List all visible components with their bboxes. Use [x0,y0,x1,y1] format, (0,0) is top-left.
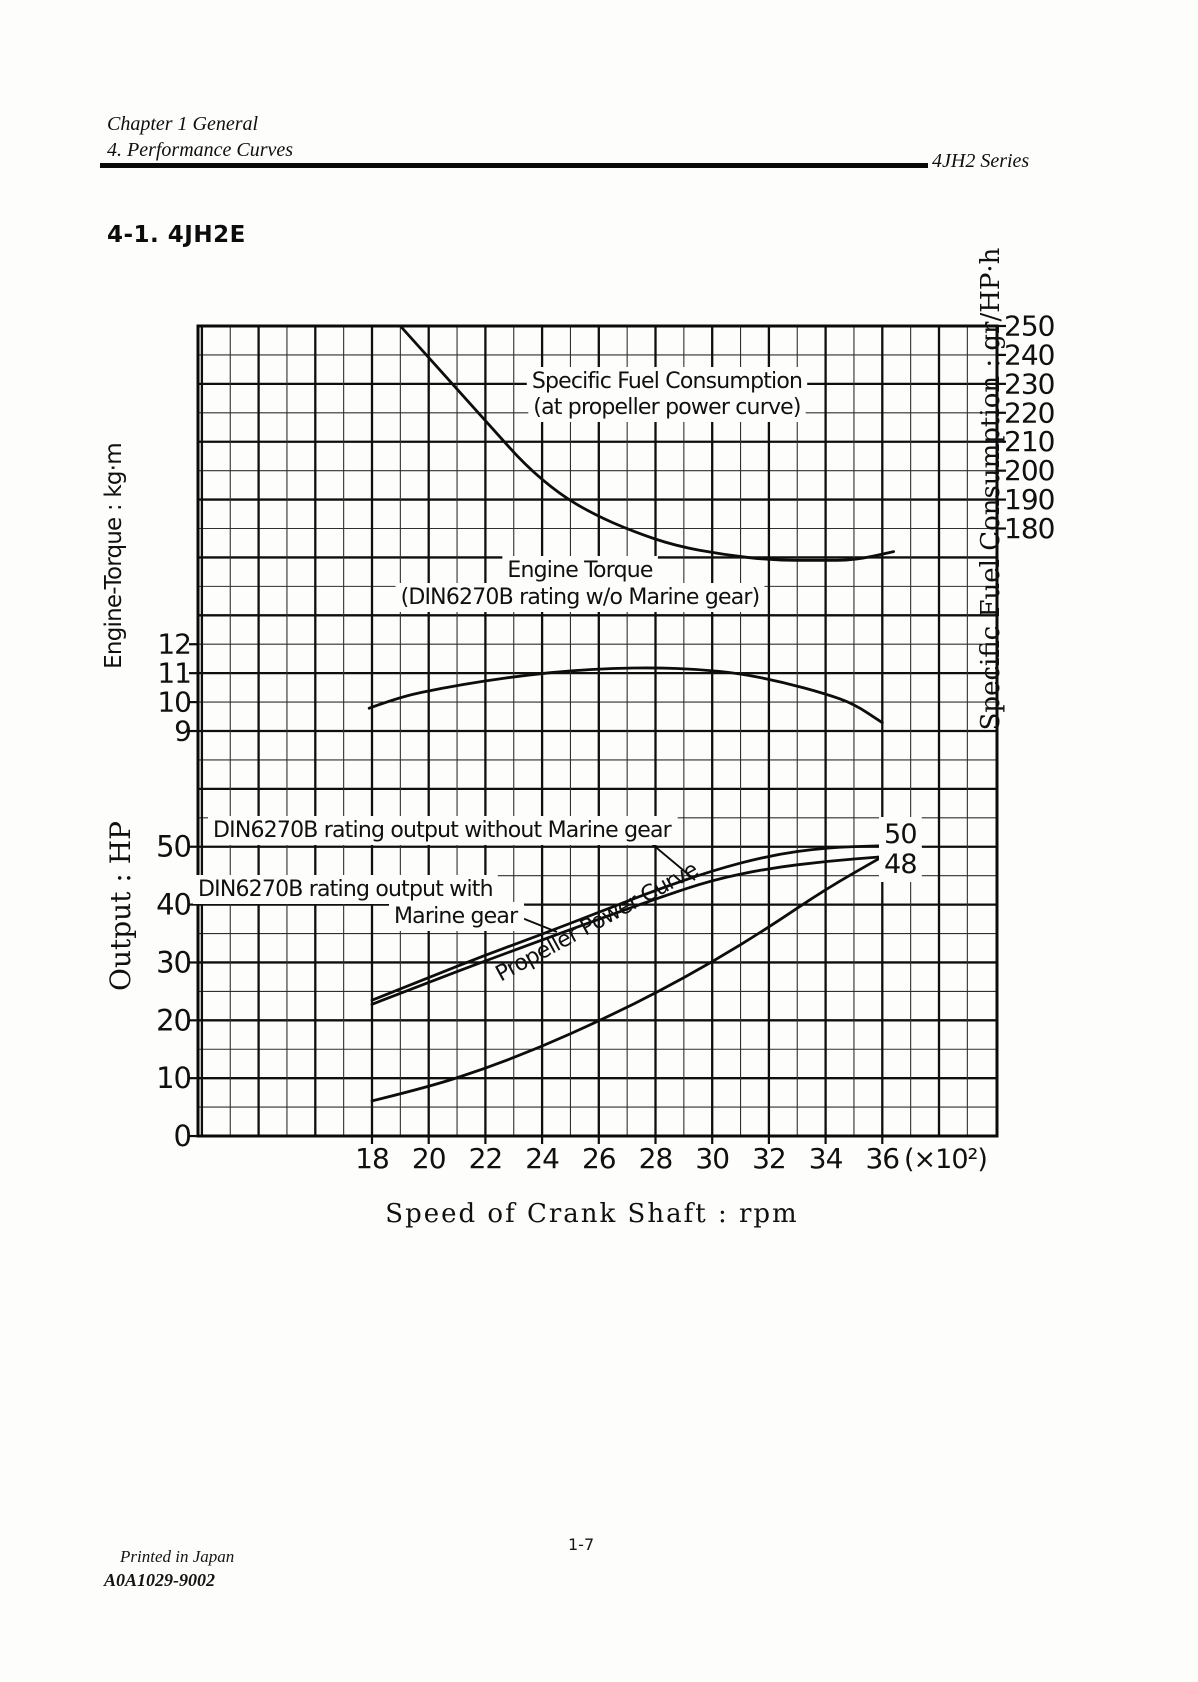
label-torque-line1: Engine Torque [507,558,653,583]
x-tick-label: 28 [639,1142,673,1175]
x-tick-label: 24 [525,1142,559,1175]
label-output-with-line2: Marine gear [394,904,519,929]
curve-propeller-power [370,855,884,1103]
label-output-with-line1: DIN6270B rating output with [198,877,493,902]
fuel-tick-label: 250 [1004,310,1054,343]
header-section-line: 4. Performance Curves [107,139,294,161]
label-background [395,583,765,612]
value-50hp: 50 [884,819,917,850]
fuel-axis-title: Specific Fuel Consumption : gr/HP·h [976,247,1006,730]
output-tick-label: 10 [156,1061,191,1095]
fuel-tick-label: 240 [1004,338,1054,371]
torque-tick-label: 10 [157,686,191,719]
label-sfc-line1: Specific Fuel Consumption [532,369,802,394]
label-background [502,556,658,585]
label-background [528,393,806,422]
x-tick-label: 32 [752,1142,786,1175]
label-sfc-line2: (at propeller power curve) [533,395,800,420]
torque-axis-title: Engine-Torque : kg·m [101,443,127,669]
label-background [193,875,498,904]
output-tick-label: 40 [156,888,191,922]
curve-output-with-gear [370,855,884,1006]
label-background [879,847,922,882]
x-tick-label: 36 [865,1142,899,1175]
torque-tick-label: 12 [157,628,191,661]
value-48hp: 48 [884,849,917,880]
fuel-tick-label: 210 [1004,425,1054,458]
output-tick-label: 20 [156,1003,191,1037]
label-background [526,367,808,396]
curve-specific-fuel-consumption [398,324,896,562]
curve-engine-torque [367,666,884,725]
fuel-tick-label: 200 [1004,454,1054,487]
label-output-without: DIN6270B rating output without Marine ge… [213,818,673,843]
x-tick-label: 18 [355,1142,389,1175]
x-tick-label: 30 [695,1142,729,1175]
output-tick-label: 0 [174,1119,191,1153]
header-chapter-line: Chapter 1 General [107,113,259,135]
output-tick-label: 50 [156,830,191,864]
x-axis-title: Speed of Crank Shaft : rpm [385,1199,798,1229]
label-background [879,817,922,852]
fuel-tick-label: 220 [1004,396,1054,429]
page-title: 4-1. 4JH2E [107,222,246,248]
header-rule [100,163,928,168]
header-series-label: 4JH2 Series [932,150,1030,172]
page-number: 1-7 [568,1535,595,1554]
x-tick-label: 26 [582,1142,616,1175]
torque-tick-label: 11 [157,657,191,690]
x-tick-label: 34 [809,1142,843,1175]
curve-output-without-gear [370,844,884,1002]
fuel-tick-label: 230 [1004,367,1054,400]
label-background [389,902,525,931]
footer-document-code: A0A1029-9002 [104,1570,216,1590]
x-axis-unit: (×10²) [904,1144,987,1175]
output-tick-label: 30 [156,945,191,979]
output-axis-title: Output : HP [104,821,137,991]
label-background [208,816,678,845]
x-tick-label: 22 [469,1142,503,1175]
footer-printed-in-japan: Printed in Japan [120,1547,235,1566]
label-torque-line2: (DIN6270B rating w/o Marine gear) [401,585,760,610]
fuel-tick-label: 180 [1004,512,1054,545]
x-tick-label: 20 [412,1142,446,1175]
torque-tick-label: 9 [174,715,191,748]
fuel-tick-label: 190 [1004,483,1054,516]
